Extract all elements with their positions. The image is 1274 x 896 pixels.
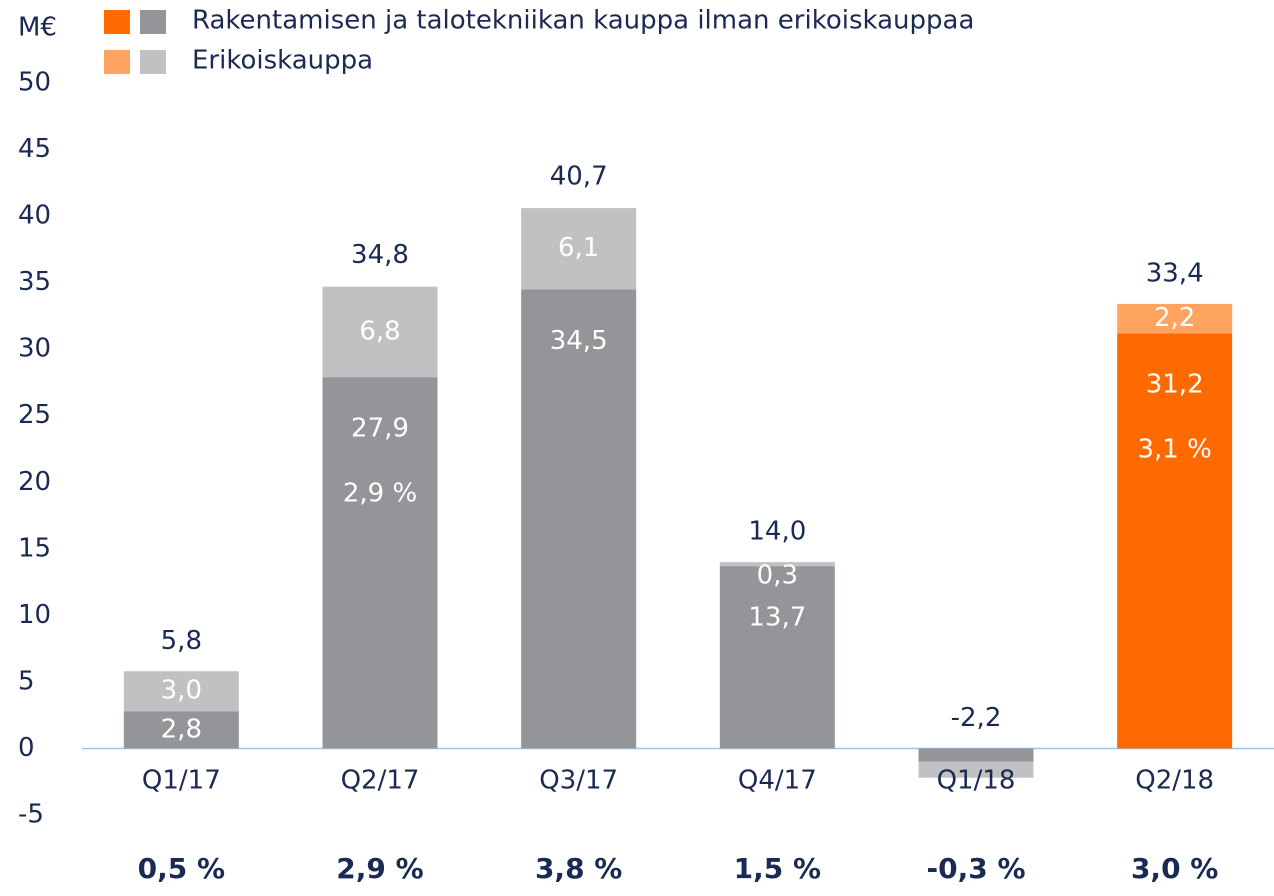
total-label: 40,7	[550, 161, 608, 191]
y-tick-label: 45	[18, 134, 51, 164]
growth-label: 0,5 %	[138, 852, 225, 885]
total-label: 14,0	[748, 517, 806, 547]
growth-label: -0,3 %	[926, 852, 1025, 885]
bar-segment	[322, 377, 438, 749]
bar-segment	[521, 289, 637, 749]
bar-segment	[521, 208, 637, 290]
total-label: 34,8	[351, 240, 409, 270]
y-tick-label: 35	[18, 267, 51, 297]
y-tick-label: 30	[18, 334, 51, 364]
value-label: 2,2	[1154, 303, 1195, 333]
y-tick-label: 15	[18, 533, 51, 563]
inner-label: 3,1 %	[1138, 435, 1212, 465]
legend-swatch	[104, 10, 130, 34]
value-label: 0,3	[757, 561, 798, 591]
bar-segment	[322, 286, 438, 378]
x-tick-label: Q3/17	[539, 766, 618, 796]
legend-swatch	[140, 10, 166, 34]
y-tick-label: 40	[18, 201, 51, 231]
bar-segment	[719, 562, 835, 567]
x-tick-label: Q2/18	[1135, 766, 1214, 796]
y-tick-label: 10	[18, 600, 51, 630]
total-label: 33,4	[1146, 258, 1204, 288]
inner-label: 2,9 %	[343, 479, 417, 509]
bar-segment	[719, 566, 835, 749]
y-tick-label: 0	[18, 733, 35, 763]
legend-swatch	[104, 50, 130, 74]
bar-segment	[1117, 303, 1233, 334]
bar-segment	[123, 671, 239, 712]
value-label: 6,1	[558, 233, 599, 263]
axis-label: M€	[18, 13, 57, 43]
value-label: 13,7	[748, 603, 806, 633]
x-tick-label: Q4/17	[738, 766, 817, 796]
bar-segment	[918, 748, 1034, 762]
value-label: 27,9	[351, 414, 409, 444]
total-label: -2,2	[951, 703, 1002, 733]
y-tick-label: 20	[18, 467, 51, 497]
x-tick-label: Q2/17	[341, 766, 420, 796]
x-tick-label: Q1/17	[142, 766, 221, 796]
y-tick-label: 5	[18, 666, 35, 696]
growth-label: 3,0 %	[1131, 852, 1218, 885]
growth-label: 1,5 %	[734, 852, 821, 885]
y-tick-label: -5	[18, 800, 44, 830]
total-label: 5,8	[161, 626, 202, 656]
bar-segment	[1117, 333, 1233, 749]
bar-segment	[918, 761, 1034, 778]
bar-segment	[123, 711, 239, 749]
value-label: 3,0	[161, 676, 202, 706]
growth-label: 3,8 %	[535, 852, 622, 885]
value-label: 6,8	[359, 316, 400, 346]
x-tick-label: Q1/18	[937, 766, 1016, 796]
legend-swatch	[140, 50, 166, 74]
value-label: 2,8	[161, 714, 202, 744]
y-tick-label: 50	[18, 68, 51, 98]
y-tick-label: 25	[18, 400, 51, 430]
legend-label: Rakentamisen ja talotekniikan kauppa ilm…	[192, 6, 974, 36]
value-label: 34,5	[550, 326, 608, 356]
growth-label: 2,9 %	[336, 852, 423, 885]
legend-label: Erikoiskauppa	[192, 46, 373, 76]
value-label: 31,2	[1146, 370, 1204, 400]
